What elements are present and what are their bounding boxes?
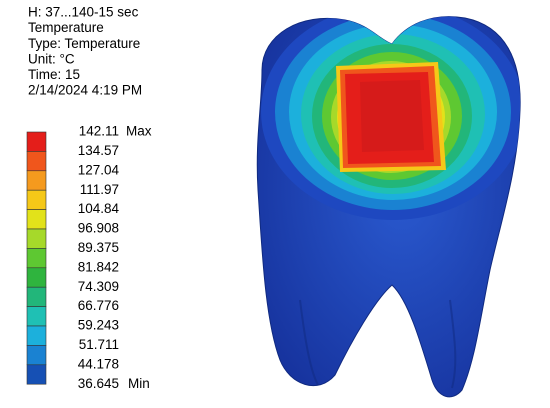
legend-label: 59.243 (78, 318, 119, 333)
legend-label: 66.776 (78, 298, 119, 313)
legend-label: 142.11 (79, 124, 119, 139)
header-line: Type: Temperature (28, 36, 140, 51)
legend-swatch (26, 267, 47, 288)
legend-swatch (26, 151, 47, 172)
legend-swatch (26, 209, 47, 230)
header-line: 2/14/2024 4:19 PM (28, 83, 142, 98)
legend-label: 89.375 (78, 240, 119, 255)
header-line: Temperature (28, 20, 104, 35)
legend-label: 134.57 (78, 143, 119, 158)
legend-swatch (26, 189, 47, 210)
legend-label: 74.309 (78, 279, 119, 294)
tooth-model (256, 16, 521, 398)
header-line: H: 37...140-15 sec (28, 5, 139, 20)
legend-label: 81.842 (78, 259, 119, 274)
legend-max: Max (126, 124, 152, 139)
legend-label: 104.84 (78, 201, 120, 216)
legend-label: 36.645 (78, 376, 119, 391)
header-line: Unit: °C (28, 51, 75, 66)
legend-swatch (26, 325, 47, 346)
legend-label: 111.97 (80, 182, 119, 197)
legend: 142.11 134.57 127.04 111.97 104.84 96.908 89.3… (26, 124, 152, 391)
legend-swatch (26, 286, 47, 307)
header-line: Time: 15 (28, 67, 80, 82)
legend-swatch (26, 306, 47, 327)
legend-swatch (26, 170, 47, 191)
legend-min: Min (128, 376, 150, 391)
legend-label: 127.04 (78, 162, 120, 177)
legend-swatch (26, 364, 47, 385)
legend-label: 51.711 (79, 337, 119, 352)
legend-swatch (26, 228, 47, 249)
legend-swatch (26, 345, 47, 366)
legend-label: 44.178 (78, 356, 119, 371)
legend-swatch (26, 248, 47, 269)
legend-swatch (26, 131, 47, 152)
legend-label: 96.908 (78, 221, 119, 236)
